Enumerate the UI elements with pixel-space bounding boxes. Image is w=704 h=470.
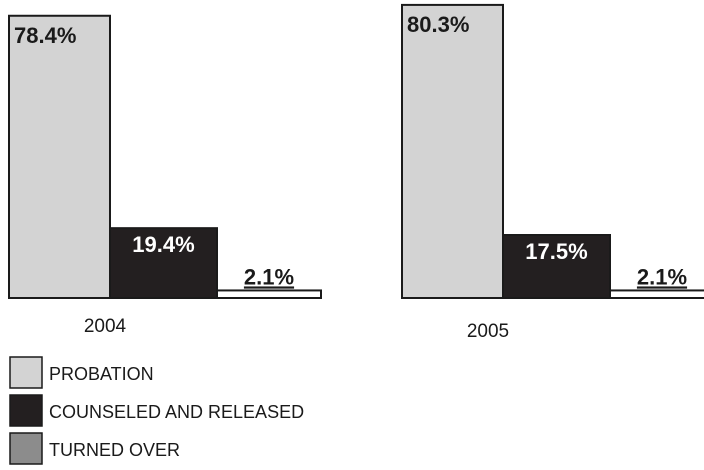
bar-turned-over-2004 <box>216 289 322 300</box>
data-label-turned-over-2005: 2.1% <box>637 264 687 289</box>
legend-swatch-counseled-and-released <box>9 394 43 427</box>
data-label-counseled-and-released-2005: 17.5% <box>525 239 587 264</box>
bar-probation-2005 <box>401 3 504 300</box>
bar-group-2005: 80.3% 17.5% 2.1% 2005 <box>401 3 704 342</box>
bar-counseled-and-released-2005 <box>502 234 611 299</box>
legend-swatch-turned-over <box>9 432 43 465</box>
data-label-probation-2005: 80.3% <box>407 12 469 37</box>
year-label-2005: 2005 <box>467 321 509 342</box>
legend-label-turned-over: TURNED OVER <box>49 440 180 460</box>
data-label-turned-over-2004: 2.1% <box>244 264 294 289</box>
bar-counseled-and-released-2004 <box>109 227 218 299</box>
year-label-2004: 2004 <box>84 316 127 337</box>
legend-label-counseled-and-released: COUNSELED AND RELEASED <box>49 402 304 422</box>
legend-swatch-probation <box>9 356 43 389</box>
bar-turned-over-2005 <box>609 289 704 300</box>
data-label-counseled-and-released-2004: 19.4% <box>132 232 194 257</box>
bar-group-2004: 78.4% 19.4% 2.1% 2004 <box>8 14 322 337</box>
bar-probation-2004 <box>8 14 111 299</box>
legend: PROBATION COUNSELED AND RELEASED TURNED OV… <box>9 356 304 465</box>
legend-label-probation: PROBATION <box>49 364 154 384</box>
data-label-probation-2004: 78.4% <box>14 23 76 48</box>
